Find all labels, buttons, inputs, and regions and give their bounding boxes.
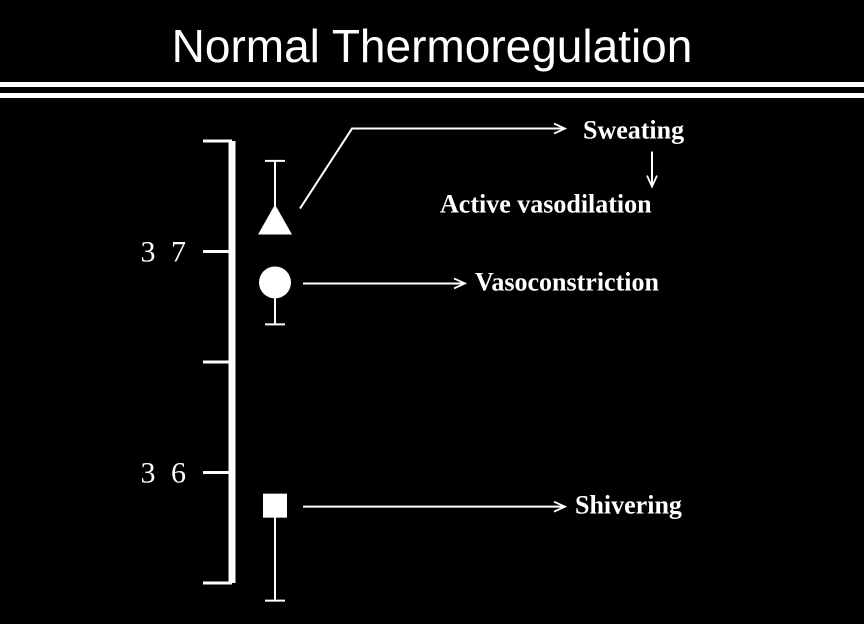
- arrow: [299, 129, 565, 210]
- title-rule: [0, 82, 864, 87]
- title-rule: [0, 93, 864, 98]
- chart-title: Normal Thermoregulation: [172, 20, 693, 72]
- marker-circle: [259, 266, 291, 299]
- y-tick-label: 3 6: [141, 456, 191, 489]
- response-label: Vasoconstriction: [475, 267, 659, 296]
- response-label: Sweating: [583, 116, 684, 145]
- response-label: Active vasodilation: [440, 190, 652, 219]
- marker-triangle: [258, 204, 292, 235]
- marker-square: [263, 493, 287, 518]
- y-tick-label: 3 7: [141, 235, 191, 268]
- response-label: Shivering: [575, 491, 682, 520]
